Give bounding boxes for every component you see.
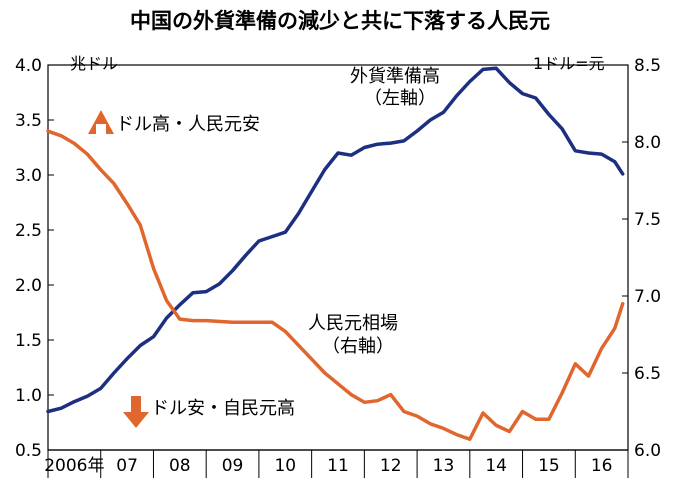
down-arrow-icon (123, 396, 149, 428)
x-tick-label: 08 (169, 456, 191, 476)
reserves-label-line2: （左軸） (364, 88, 436, 109)
left-axis-unit: 兆ドル (70, 54, 118, 73)
left-tick-label: 4.0 (15, 56, 42, 76)
reserves-line (46, 66, 625, 414)
left-tick-label: 2.0 (15, 276, 42, 296)
right-tick-label: 6.0 (634, 441, 661, 461)
left-tick-label: 1.0 (15, 386, 42, 406)
x-tick-label: 15 (538, 456, 560, 476)
right-tick-label: 6.5 (634, 364, 661, 384)
x-tick-label: 12 (380, 456, 402, 476)
up-annotation: ドル高・人民元安 (88, 110, 260, 135)
yuan-label: 人民元相場 （右軸） (308, 313, 398, 357)
right-tick-label: 7.0 (634, 287, 661, 307)
yuan-label-line2: （右軸） (322, 336, 394, 357)
reserves-label: 外貨準備高 （左軸） (350, 66, 440, 109)
x-tick-label: 13 (433, 456, 455, 476)
left-tick-label: 1.5 (15, 331, 42, 351)
x-tick-label: 11 (327, 456, 349, 476)
x-tick-label: 14 (485, 456, 507, 476)
left-axis-ticks: 4.0 3.5 3.0 2.5 2.0 1.5 1.0 0.5 (15, 56, 54, 461)
chart-title: 中国の外貨準備の減少と共に下落する人民元 (130, 9, 550, 33)
right-tick-label: 8.5 (634, 56, 661, 76)
x-tick-label: 09 (222, 456, 244, 476)
yuan-label-line1: 人民元相場 (308, 313, 398, 334)
left-tick-label: 3.5 (15, 111, 42, 131)
up-label: ドル高・人民元安 (116, 114, 260, 135)
right-tick-label: 8.0 (634, 133, 661, 153)
left-tick-label: 2.5 (15, 221, 42, 241)
x-tick-label: 10 (274, 456, 296, 476)
right-axis-ticks: 8.5 8.0 7.5 7.0 6.5 6.0 (622, 56, 661, 461)
yuan-line (46, 129, 625, 441)
x-tick-label: 07 (116, 456, 138, 476)
right-axis-unit: 1ドル=元 (533, 54, 605, 73)
up-arrow-icon (88, 110, 114, 134)
left-tick-label: 3.0 (15, 166, 42, 186)
reserves-label-line1: 外貨準備高 (350, 66, 440, 87)
x-axis-ticks: 2006年 07 08 09 10 11 12 13 14 15 16 (44, 450, 629, 478)
series-lines (46, 66, 625, 441)
down-annotation: ドル安・自民元高 (123, 396, 295, 428)
down-label: ドル安・自民元高 (151, 398, 295, 419)
left-tick-label: 0.5 (15, 441, 42, 461)
x-tick-label: 2006年 (44, 456, 104, 476)
x-tick-label: 16 (591, 456, 613, 476)
right-tick-label: 7.5 (634, 210, 661, 230)
